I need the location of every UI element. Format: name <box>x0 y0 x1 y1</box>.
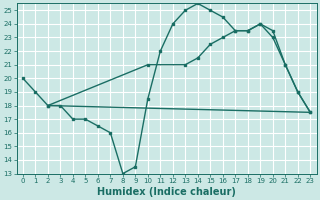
X-axis label: Humidex (Indice chaleur): Humidex (Indice chaleur) <box>97 187 236 197</box>
